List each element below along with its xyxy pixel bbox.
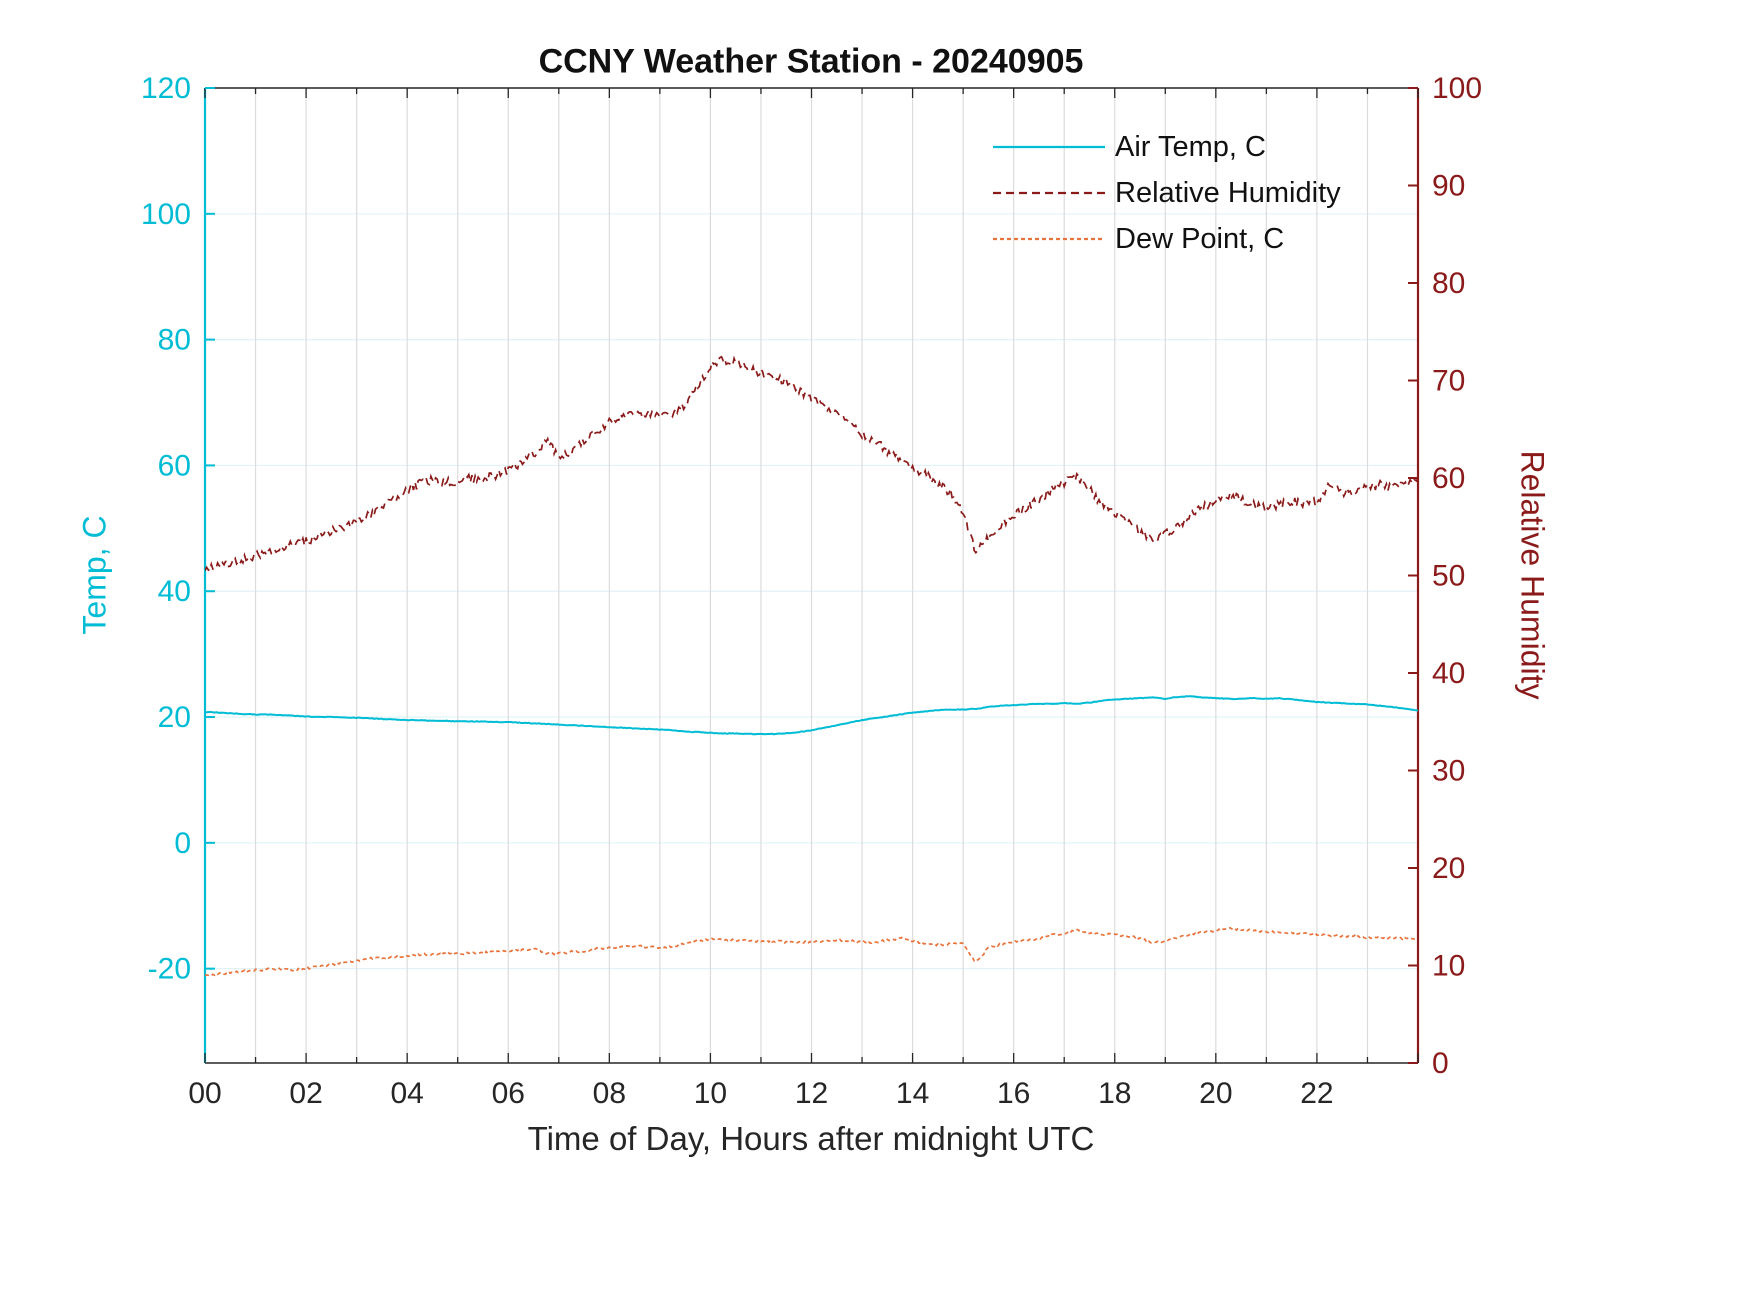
y-axis-label-right: Relative Humidity (1514, 450, 1551, 700)
svg-text:20: 20 (158, 701, 191, 734)
svg-text:0: 0 (174, 827, 191, 860)
svg-text:40: 40 (158, 575, 191, 608)
svg-text:100: 100 (141, 198, 191, 231)
svg-text:16: 16 (997, 1077, 1030, 1110)
svg-text:30: 30 (1432, 755, 1465, 788)
svg-text:90: 90 (1432, 170, 1465, 203)
x-axis-label: Time of Day, Hours after midnight UTC (527, 1120, 1095, 1157)
svg-text:10: 10 (1432, 950, 1465, 983)
legend-label-air-temp: Air Temp, C (1115, 130, 1266, 163)
legend-label-relative-humidity: Relative Humidity (1115, 176, 1341, 209)
svg-text:12: 12 (795, 1077, 828, 1110)
legend-item-dew-point: Dew Point, C (993, 216, 1341, 262)
svg-text:60: 60 (158, 449, 191, 482)
svg-text:10: 10 (694, 1077, 727, 1110)
svg-text:0: 0 (1432, 1047, 1449, 1080)
legend-line-air-temp-icon (993, 145, 1105, 149)
svg-text:60: 60 (1432, 462, 1465, 495)
svg-text:08: 08 (593, 1077, 626, 1110)
svg-text:20: 20 (1199, 1077, 1232, 1110)
svg-text:14: 14 (896, 1077, 929, 1110)
svg-text:22: 22 (1300, 1077, 1333, 1110)
svg-text:80: 80 (158, 324, 191, 357)
svg-text:06: 06 (492, 1077, 525, 1110)
legend-line-relative-humidity-icon (993, 191, 1105, 195)
legend-item-relative-humidity: Relative Humidity (993, 170, 1341, 216)
legend-label-dew-point: Dew Point, C (1115, 222, 1285, 255)
svg-text:02: 02 (289, 1077, 322, 1110)
svg-text:04: 04 (390, 1077, 423, 1110)
svg-text:80: 80 (1432, 267, 1465, 300)
svg-text:100: 100 (1432, 72, 1482, 105)
svg-text:18: 18 (1098, 1077, 1131, 1110)
legend-item-air-temp: Air Temp, C (993, 124, 1341, 170)
svg-text:50: 50 (1432, 560, 1465, 593)
legend-line-dew-point-icon (993, 237, 1105, 241)
chart-title: CCNY Weather Station - 20240905 (538, 42, 1084, 81)
legend: Air Temp, C Relative Humidity Dew Point,… (993, 124, 1341, 262)
svg-text:20: 20 (1432, 852, 1465, 885)
svg-text:40: 40 (1432, 657, 1465, 690)
y-axis-label-left: Temp, C (76, 515, 113, 635)
svg-text:70: 70 (1432, 365, 1465, 398)
svg-text:120: 120 (141, 72, 191, 105)
svg-text:-20: -20 (148, 953, 191, 986)
svg-text:00: 00 (188, 1077, 221, 1110)
